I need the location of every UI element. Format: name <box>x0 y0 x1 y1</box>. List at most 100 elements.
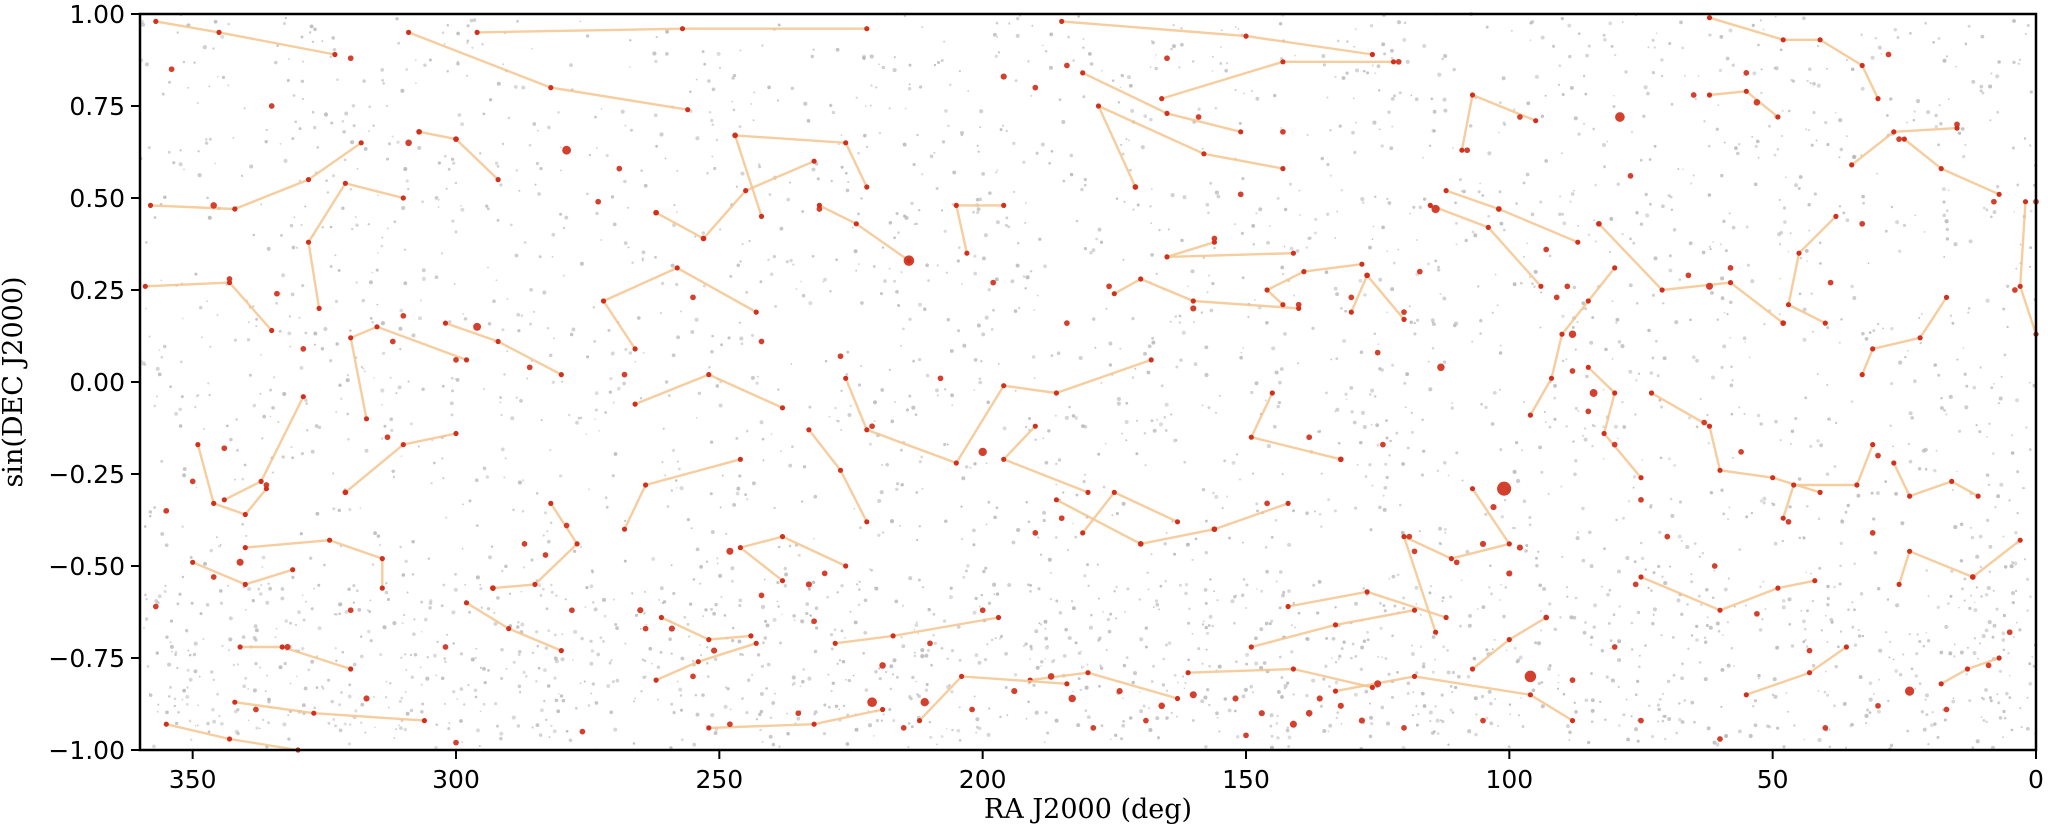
background-star <box>1651 356 1655 360</box>
background-star <box>1981 634 1986 639</box>
background-star <box>321 40 324 42</box>
background-star <box>633 700 636 703</box>
background-star <box>1088 625 1093 630</box>
background-star <box>1584 698 1589 703</box>
background-star <box>1029 270 1033 273</box>
background-star <box>979 126 982 129</box>
background-star <box>791 675 796 680</box>
constellation-star <box>1401 725 1407 731</box>
background-star <box>660 281 665 286</box>
background-star <box>1401 462 1405 466</box>
background-star <box>1364 689 1369 694</box>
background-star <box>908 394 912 398</box>
background-star <box>1933 468 1937 473</box>
background-star <box>1431 322 1436 327</box>
background-star <box>514 253 519 258</box>
background-star <box>327 721 331 725</box>
background-star <box>950 393 955 398</box>
background-star <box>1610 44 1614 48</box>
background-star <box>579 20 582 23</box>
background-star <box>268 586 272 591</box>
background-star <box>1370 423 1373 426</box>
background-star <box>1996 494 2001 499</box>
background-star <box>1661 75 1664 78</box>
background-star <box>348 683 352 687</box>
background-star <box>942 619 947 623</box>
constellation-vertex-star <box>1095 103 1102 109</box>
background-star <box>979 109 984 114</box>
constellation-vertex-star <box>959 673 965 680</box>
background-star <box>1733 605 1736 608</box>
background-star <box>301 703 306 708</box>
background-star <box>192 652 197 657</box>
constellation-vertex-star <box>1706 15 1713 21</box>
background-star <box>179 149 182 152</box>
background-star <box>375 268 379 272</box>
background-star <box>516 312 521 317</box>
background-star <box>1889 743 1894 748</box>
background-star <box>913 654 917 658</box>
background-star <box>1412 205 1416 209</box>
background-star <box>1044 658 1047 660</box>
constellation-star <box>453 357 459 363</box>
background-star <box>1772 677 1777 682</box>
background-star <box>1452 67 1456 72</box>
background-star <box>1346 40 1349 43</box>
constellation-star <box>1596 220 1602 227</box>
constellation-star <box>1243 732 1249 739</box>
background-star <box>385 104 389 108</box>
background-star <box>1278 22 1283 26</box>
constellation-vertex-star <box>1032 423 1038 429</box>
background-star <box>862 54 867 59</box>
background-star <box>355 589 359 593</box>
constellation-vertex-star <box>1938 166 1944 172</box>
background-star <box>437 161 442 165</box>
background-star <box>1022 644 1026 648</box>
background-star <box>376 534 381 538</box>
background-star <box>1392 261 1396 265</box>
constellation-star <box>1058 515 1065 522</box>
background-star <box>857 383 862 387</box>
background-star <box>866 145 869 148</box>
background-star <box>1992 589 1995 592</box>
constellation-star <box>1337 702 1344 709</box>
background-star <box>1606 592 1610 597</box>
background-star <box>479 710 482 713</box>
background-star <box>657 698 659 701</box>
background-star <box>252 688 257 693</box>
background-star <box>1067 35 1071 39</box>
background-star <box>209 548 214 553</box>
background-star <box>1922 644 1926 648</box>
x-tick-label: 350 <box>169 765 217 794</box>
background-star <box>1731 63 1735 67</box>
constellation-vertex-star <box>853 221 859 227</box>
background-star <box>592 306 596 309</box>
background-star <box>1474 732 1478 737</box>
background-star <box>929 735 933 739</box>
constellation-vertex-star <box>290 567 296 573</box>
background-star <box>1386 311 1389 314</box>
constellation-vertex-star <box>837 467 844 473</box>
background-star <box>1204 625 1209 630</box>
background-star <box>927 607 931 612</box>
background-star <box>1910 416 1915 420</box>
background-star <box>1800 609 1803 612</box>
background-star <box>579 545 583 549</box>
background-star <box>676 211 678 213</box>
background-star <box>304 205 307 208</box>
background-star <box>1689 318 1692 322</box>
background-star <box>1695 638 1699 642</box>
background-star <box>1172 44 1176 49</box>
background-star <box>1634 693 1638 697</box>
constellation-vertex-star <box>1896 581 1902 588</box>
background-star <box>1344 392 1348 396</box>
background-star <box>1090 613 1093 617</box>
constellation-vertex-star <box>1285 603 1291 610</box>
background-star <box>421 268 426 273</box>
background-star <box>805 602 810 606</box>
background-star <box>591 682 595 686</box>
background-star <box>317 626 322 631</box>
background-star <box>1283 684 1288 689</box>
background-star <box>460 204 462 207</box>
constellation-vertex-star <box>1706 92 1713 98</box>
